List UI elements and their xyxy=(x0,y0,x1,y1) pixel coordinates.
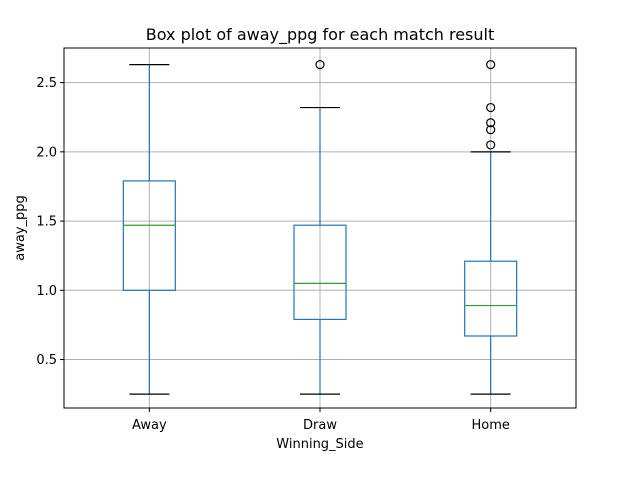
iqr-box xyxy=(464,260,518,337)
tick-layer: 0.5 1.0 1.5 2.0 2.5 Away Draw Home xyxy=(36,76,510,433)
outlier-point xyxy=(486,60,496,70)
box-group-draw xyxy=(293,60,347,395)
outlier-point xyxy=(486,102,496,113)
y-tick-label: 1.5 xyxy=(36,215,57,230)
iqr-box xyxy=(293,224,347,320)
chart-title: Box plot of away_ppg for each match resu… xyxy=(146,25,495,45)
y-tick-label: 1.0 xyxy=(36,284,57,299)
x-axis-label: Winning_Side xyxy=(276,437,363,452)
box-layer xyxy=(122,60,518,395)
iqr-box xyxy=(122,180,176,291)
y-tick-label: 0.5 xyxy=(36,353,57,368)
y-tick-label: 2.5 xyxy=(36,76,57,91)
y-axis-label: away_ppg xyxy=(13,195,28,261)
x-tick-label: Away xyxy=(132,418,167,433)
x-tick-label: Home xyxy=(471,418,509,433)
outlier-point xyxy=(315,60,325,70)
box-group-away xyxy=(122,64,176,395)
y-tick-label: 2.0 xyxy=(36,145,57,160)
outlier-point xyxy=(486,140,496,150)
outlier-point xyxy=(486,125,496,135)
outlier-point xyxy=(486,118,496,128)
box-group-home xyxy=(464,60,518,395)
x-tick-label: Draw xyxy=(303,418,337,433)
